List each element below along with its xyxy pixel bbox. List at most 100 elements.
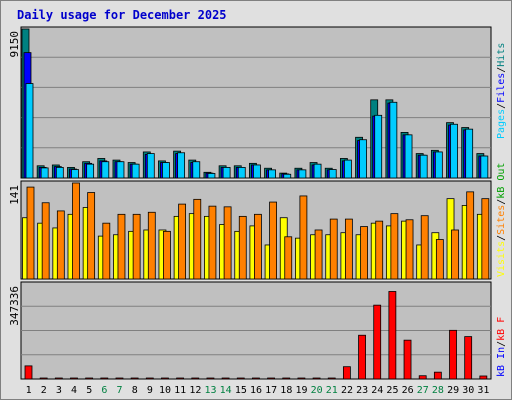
y-max-label-middle: 141	[8, 185, 21, 205]
legend-separator: /	[496, 341, 507, 347]
bar-kb-f-day-25	[388, 291, 397, 380]
bar-kb-f-day-4	[70, 377, 78, 380]
bar-kb-f-day-11	[176, 377, 185, 380]
bar-pages-day-26	[404, 134, 413, 179]
legend-item-kb-f: kB F	[496, 317, 507, 341]
bar-pages-day-4	[71, 169, 79, 179]
bar-pages-day-17	[268, 169, 276, 179]
bar-kb-f-day-12	[191, 377, 200, 380]
x-tick-label-day-8: 8	[132, 385, 138, 396]
legend-top: Pages/Files/Hits	[496, 43, 507, 139]
x-tick-label-day-2: 2	[41, 385, 47, 396]
x-tick-label-day-22: 22	[341, 385, 353, 396]
bar-sites-day-26	[405, 219, 414, 280]
bar-kb-f-day-3	[54, 377, 63, 380]
legend-item-visits: Visits	[496, 241, 507, 277]
bar-pages-day-3	[55, 167, 64, 179]
x-tick-label-day-31: 31	[477, 385, 489, 396]
bar-sites-day-31	[481, 198, 490, 280]
x-tick-label-day-25: 25	[386, 385, 398, 396]
x-tick-label-day-7: 7	[117, 385, 123, 396]
bar-sites-day-15	[238, 215, 247, 280]
bar-sites-day-5	[87, 192, 96, 280]
bar-pages-day-11	[177, 152, 186, 179]
bar-kb-f-day-22	[342, 366, 351, 380]
bar-kb-f-day-2	[39, 377, 48, 380]
x-tick-label-day-24: 24	[371, 385, 383, 396]
legend-middle: Visits/Sites/kB Out	[496, 163, 507, 277]
bar-sites-day-3	[56, 210, 65, 280]
bar-pages-day-8	[131, 163, 140, 179]
bar-sites-day-24	[375, 220, 384, 280]
bar-pages-day-23	[359, 139, 367, 179]
bar-pages-day-13	[207, 173, 216, 179]
x-tick-label-day-14: 14	[220, 385, 232, 396]
x-tick-label-day-6: 6	[101, 385, 107, 396]
bar-sites-day-9	[147, 211, 156, 280]
bar-kb-f-day-1	[24, 365, 33, 380]
bar-pages-day-20	[313, 163, 322, 179]
bar-pages-day-5	[86, 163, 95, 179]
bar-sites-day-2	[41, 202, 50, 280]
bar-kb-f-day-16	[252, 377, 260, 380]
x-tick-label-day-1: 1	[26, 385, 32, 396]
bar-kb-f-day-24	[373, 304, 382, 380]
bar-sites-day-27	[420, 215, 429, 280]
bar-sites-day-28	[435, 239, 444, 280]
bar-pages-day-21	[328, 169, 337, 179]
bar-sites-day-23	[360, 226, 368, 280]
x-tick-label-day-12: 12	[189, 385, 201, 396]
x-tick-label-day-16: 16	[250, 385, 262, 396]
bar-pages-day-7	[116, 161, 125, 179]
bar-pages-day-18	[283, 173, 292, 179]
x-tick-label-day-10: 10	[159, 385, 171, 396]
bar-kb-f-day-10	[161, 377, 169, 380]
bar-pages-day-2	[40, 167, 49, 179]
bar-pages-day-31	[480, 155, 489, 179]
bar-pages-day-12	[192, 161, 201, 179]
bar-sites-day-17	[269, 201, 277, 280]
x-tick-label-day-20: 20	[311, 385, 323, 396]
bar-kb-f-day-6	[100, 377, 109, 380]
bar-pages-day-30	[465, 128, 474, 179]
bar-sites-day-18	[284, 236, 293, 280]
x-tick-label-day-30: 30	[462, 385, 474, 396]
bar-sites-day-19	[299, 195, 308, 280]
bar-pages-day-28	[434, 151, 443, 179]
x-tick-label-day-26: 26	[402, 385, 414, 396]
x-tick-label-day-15: 15	[235, 385, 247, 396]
bar-sites-day-14	[223, 206, 232, 280]
x-tick-label-day-21: 21	[326, 385, 338, 396]
bar-sites-day-29	[451, 229, 459, 280]
bar-kb-f-day-29	[449, 329, 457, 380]
bar-pages-day-24	[374, 114, 383, 179]
bar-kb-f-day-21	[327, 377, 336, 380]
bar-sites-day-11	[178, 203, 187, 280]
legend-item-sites: Sites	[496, 205, 507, 235]
chart-title: Daily usage for December 2025	[17, 8, 227, 22]
bar-pages-day-9	[146, 153, 155, 179]
y-max-label-bottom: 347336	[8, 286, 21, 326]
bar-pages-day-29	[450, 123, 458, 179]
bar-sites-day-13	[208, 205, 217, 280]
bar-kb-f-day-7	[115, 377, 124, 380]
bar-kb-f-day-28	[433, 371, 442, 380]
bar-kb-f-day-13	[206, 377, 215, 380]
bar-pages-day-1	[25, 83, 34, 179]
bar-kb-f-day-26	[403, 339, 412, 380]
bar-pages-day-22	[343, 159, 352, 179]
bar-sites-day-16	[254, 213, 262, 280]
panel-top-background	[20, 26, 492, 179]
x-tick-label-day-4: 4	[71, 385, 77, 396]
bar-sites-day-6	[102, 222, 111, 280]
bar-kb-f-day-14	[221, 377, 230, 380]
bar-kb-f-day-18	[282, 377, 291, 380]
bar-kb-f-day-8	[130, 377, 139, 380]
bar-kb-f-day-20	[312, 377, 321, 380]
x-tick-label-day-29: 29	[447, 385, 459, 396]
bar-kb-f-day-27	[418, 375, 427, 380]
legend-item-kb-out: kB Out	[496, 163, 507, 199]
bar-sites-day-20	[314, 229, 323, 280]
